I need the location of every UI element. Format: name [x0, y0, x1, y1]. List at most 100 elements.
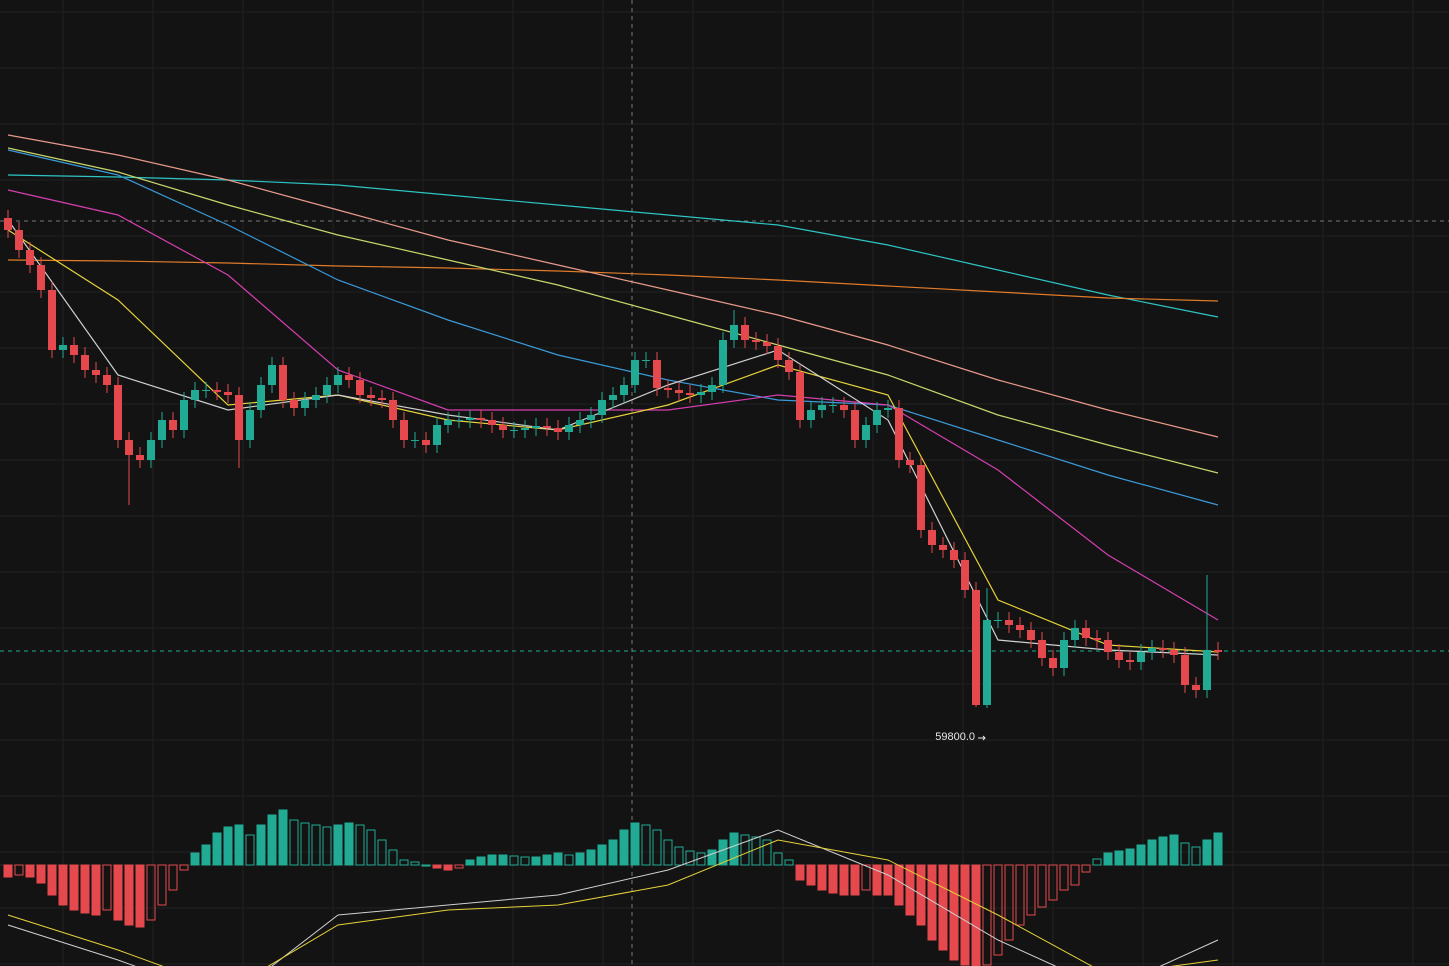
- candle-body: [389, 400, 397, 420]
- macd-bar: [399, 859, 409, 866]
- candle-body: [114, 385, 122, 440]
- macd-bar: [1180, 842, 1190, 866]
- candle-body: [257, 385, 265, 410]
- candle-body: [620, 385, 628, 395]
- candle-body: [1104, 640, 1112, 652]
- candle-body: [1137, 652, 1145, 662]
- candle-body: [400, 420, 408, 440]
- candle-body: [884, 408, 892, 410]
- candle-body: [1071, 628, 1079, 640]
- line: [7, 147, 1219, 474]
- macd-bar: [421, 864, 431, 867]
- macd-bar: [14, 864, 24, 876]
- macd-bar: [465, 859, 475, 866]
- line: [7, 829, 1219, 966]
- macd-bar: [1081, 864, 1091, 873]
- macd-bar: [102, 864, 112, 911]
- candle-body: [125, 440, 133, 455]
- macd-bar: [861, 864, 871, 891]
- candle-body: [763, 342, 771, 346]
- candle-body: [719, 340, 727, 385]
- candle-body: [840, 405, 848, 410]
- macd-bar: [520, 856, 530, 866]
- candle-body: [917, 465, 925, 530]
- candle-body: [697, 392, 705, 395]
- candle-body: [664, 388, 672, 390]
- macd-bar: [993, 864, 1003, 956]
- macd-bar: [322, 826, 332, 866]
- macd-bar: [69, 864, 79, 911]
- macd-bar: [256, 824, 266, 866]
- candle-body: [488, 420, 496, 425]
- candle-body: [631, 360, 639, 385]
- macd-bar: [630, 822, 640, 866]
- macd-bar: [553, 852, 563, 866]
- candle-body: [521, 428, 529, 430]
- candle-body: [928, 530, 936, 545]
- macd-bar: [47, 864, 57, 896]
- macd-bar: [927, 864, 937, 941]
- macd-bar: [91, 864, 101, 916]
- macd-bar: [707, 849, 717, 866]
- macd-bar: [1136, 844, 1146, 866]
- candle-body: [532, 426, 540, 428]
- macd-bar: [806, 864, 816, 886]
- candle-body: [37, 265, 45, 290]
- macd-bar: [509, 855, 519, 866]
- candle-body: [136, 455, 144, 460]
- candle-body: [48, 290, 56, 350]
- candle-body: [675, 390, 683, 393]
- macd-bar: [289, 819, 299, 866]
- candle-body: [1192, 685, 1200, 690]
- macd-bar: [828, 864, 838, 894]
- macd-bar: [36, 864, 46, 884]
- candle-body: [862, 425, 870, 440]
- line: [7, 839, 1219, 966]
- candle-body: [191, 390, 199, 400]
- macd-bar: [487, 854, 497, 866]
- candle-body: [730, 325, 738, 340]
- candle-body: [796, 372, 804, 420]
- candle-body: [367, 395, 375, 398]
- line: [7, 134, 1219, 438]
- macd-bar: [1059, 864, 1069, 891]
- candle-body: [1115, 652, 1123, 660]
- macd-bar: [223, 826, 233, 866]
- macd-bar: [355, 824, 365, 866]
- candle-body: [213, 390, 221, 392]
- candle-body: [334, 375, 342, 385]
- macd-bar: [1026, 864, 1036, 916]
- candle-body: [180, 400, 188, 430]
- candle-body: [1126, 660, 1134, 662]
- candle-body: [961, 560, 969, 590]
- candle-body: [1214, 650, 1222, 652]
- macd-bar: [674, 846, 684, 866]
- macd-bar: [542, 854, 552, 866]
- candle-body: [26, 250, 34, 265]
- macd-bar: [25, 864, 35, 878]
- macd-bar: [795, 864, 805, 881]
- candle-body: [378, 398, 386, 400]
- candle-body: [224, 392, 232, 395]
- candle-body: [895, 408, 903, 460]
- candle-body: [686, 393, 694, 395]
- macd-bar: [1114, 850, 1124, 866]
- macd-bar: [212, 832, 222, 866]
- candle-body: [1027, 630, 1035, 640]
- line: [7, 259, 1219, 302]
- candle-body: [807, 410, 815, 420]
- candle-body: [444, 420, 452, 425]
- candle-body: [708, 385, 716, 392]
- macd-bar: [311, 824, 321, 866]
- macd-bar: [1158, 836, 1168, 866]
- macd-bar: [179, 864, 189, 871]
- candle-body: [1148, 648, 1156, 652]
- macd-bar: [619, 829, 629, 866]
- macd-bar: [817, 864, 827, 891]
- candle-body: [752, 340, 760, 342]
- macd-bar: [839, 864, 849, 896]
- candle-body: [92, 370, 100, 375]
- plot: [3, 134, 1223, 966]
- macd-bar: [1191, 846, 1201, 866]
